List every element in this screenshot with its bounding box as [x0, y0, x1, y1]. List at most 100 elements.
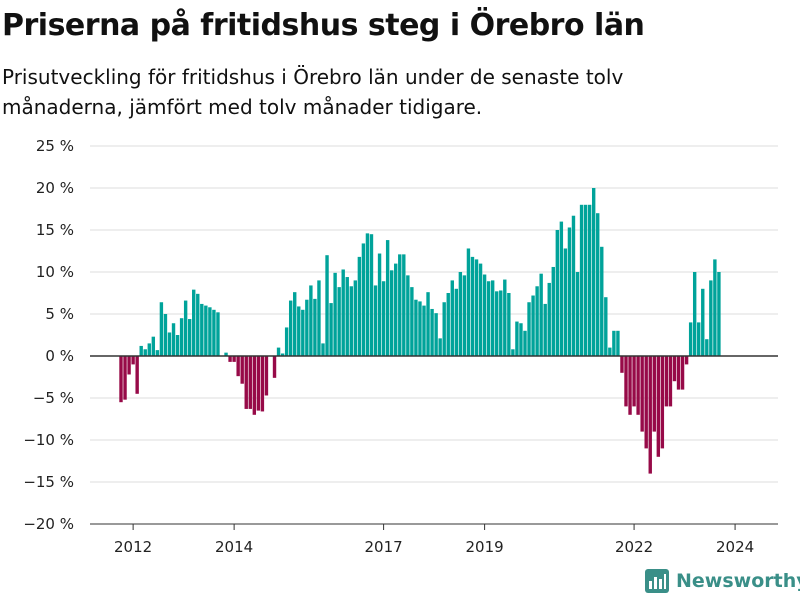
data-label: 10 %	[737, 0, 778, 4]
bar	[309, 285, 313, 356]
bar	[131, 356, 135, 365]
bar	[179, 318, 184, 356]
newsworthy-brand[interactable]: Newsworthy	[644, 568, 800, 594]
bar	[555, 230, 560, 356]
bar	[612, 330, 616, 356]
bar	[196, 293, 200, 356]
bar	[466, 248, 471, 356]
bar	[406, 275, 410, 356]
bar	[668, 356, 673, 407]
bar	[325, 255, 329, 356]
bar	[434, 313, 438, 356]
chart-subtitle: Prisutveckling för fritidshus i Örebro l…	[2, 65, 624, 119]
bar	[248, 356, 252, 409]
bar	[260, 356, 265, 412]
bar	[672, 356, 677, 382]
bar	[596, 213, 600, 356]
bar	[563, 248, 568, 356]
bar	[482, 274, 487, 356]
bar	[345, 277, 349, 356]
bar	[167, 332, 172, 356]
bar	[212, 309, 216, 356]
bar	[495, 291, 499, 356]
bar	[216, 312, 220, 356]
bar	[422, 305, 426, 356]
bar	[147, 343, 151, 356]
bar	[200, 303, 204, 356]
bar	[446, 293, 450, 356]
bar	[402, 254, 406, 356]
bar	[175, 335, 180, 356]
bar	[628, 356, 632, 415]
y-tick-label: 15 %	[36, 221, 74, 239]
bar	[575, 272, 580, 356]
bar	[321, 343, 325, 356]
bar	[503, 279, 507, 356]
bar	[571, 215, 576, 356]
bar	[470, 256, 475, 356]
y-tick-label: 5 %	[45, 305, 74, 323]
bar	[527, 302, 531, 356]
x-tick-label: 2014	[215, 538, 253, 556]
bar	[143, 349, 147, 356]
bar	[123, 356, 127, 400]
bar	[389, 270, 394, 356]
x-tick-label: 2017	[365, 538, 403, 556]
y-tick-label: −20 %	[23, 515, 74, 533]
bar	[353, 280, 358, 356]
bar	[474, 259, 479, 356]
newsworthy-logo-icon	[645, 569, 669, 593]
bar	[349, 286, 353, 356]
bar	[385, 240, 390, 356]
bar	[329, 303, 333, 356]
bar	[519, 323, 523, 356]
bar	[697, 322, 701, 356]
bar	[604, 297, 608, 356]
bar	[539, 273, 543, 356]
bar	[717, 272, 721, 356]
bar	[644, 356, 648, 449]
bar	[652, 356, 656, 432]
bar	[240, 356, 244, 384]
bar	[373, 285, 378, 356]
bar	[394, 263, 398, 356]
bar	[713, 259, 717, 356]
bar	[187, 319, 192, 356]
bar	[559, 221, 564, 356]
bars	[119, 188, 721, 474]
bar	[244, 356, 248, 409]
bar	[272, 356, 277, 378]
bar	[341, 269, 345, 356]
bar	[426, 292, 430, 356]
bar	[305, 299, 309, 356]
bar	[139, 345, 143, 356]
bar	[499, 290, 503, 356]
bar	[236, 356, 240, 377]
brand-name: Newsworthy	[676, 570, 800, 592]
bar	[414, 299, 418, 356]
bar	[705, 339, 709, 356]
bar	[507, 293, 511, 356]
bar	[709, 280, 713, 356]
bar	[361, 243, 366, 356]
y-tick-label: −15 %	[23, 473, 74, 491]
bar	[293, 292, 297, 356]
bar	[551, 266, 555, 356]
bar	[317, 280, 321, 356]
y-tick-label: 0 %	[45, 347, 74, 365]
bar	[656, 356, 661, 457]
y-tick-label: −10 %	[23, 431, 74, 449]
bar	[333, 272, 337, 356]
bar	[478, 263, 483, 356]
bar	[676, 356, 681, 390]
bar	[591, 188, 596, 356]
bar	[252, 356, 257, 415]
bar	[163, 314, 168, 356]
bar	[410, 287, 414, 356]
bar	[301, 309, 305, 356]
bar	[438, 338, 442, 356]
axes: 25 % 20 % 15 % 10 % 5 % 0 % −5 % −10 % −15 % −20 …	[23, 0, 778, 556]
y-tick-label: 25 %	[36, 137, 74, 155]
y-tick-label: −5 %	[33, 389, 74, 407]
